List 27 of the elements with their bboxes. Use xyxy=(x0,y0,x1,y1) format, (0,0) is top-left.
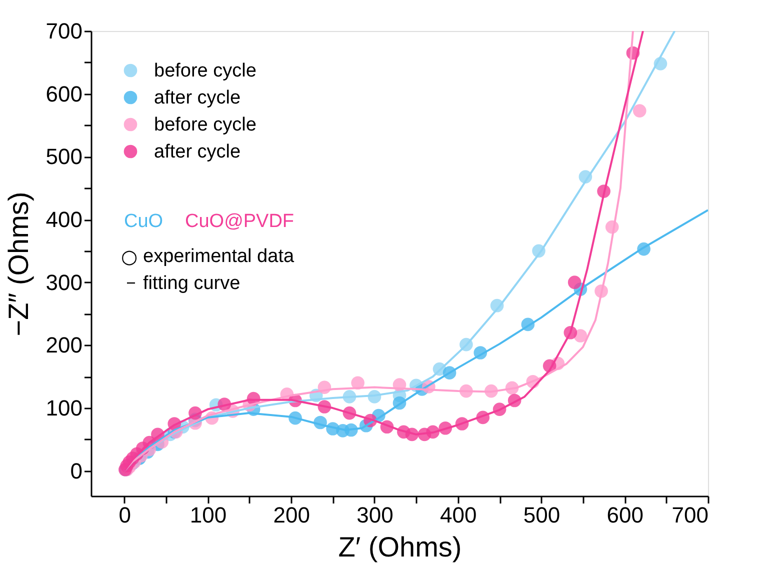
x-tick-label: 600 xyxy=(606,502,644,528)
y-axis-title: −Z″ (Ohms) xyxy=(2,192,34,336)
y-tick-label: 700 xyxy=(46,18,82,44)
legend-label: after cycle xyxy=(154,88,241,108)
y-tick-label: 0 xyxy=(70,458,82,484)
y-tick-label: 400 xyxy=(46,207,82,232)
y-tick-label: 100 xyxy=(46,396,82,421)
x-tick-label: 300 xyxy=(356,502,394,528)
annotation: CuO@PVDF xyxy=(185,211,294,232)
y-tick-label: 600 xyxy=(46,81,82,106)
y-tick-label: 300 xyxy=(46,270,82,295)
y-tick-label: 200 xyxy=(46,332,82,358)
x-tick-label: 200 xyxy=(273,502,310,528)
x-tick-label: 500 xyxy=(523,502,560,528)
y-tick-label: 500 xyxy=(46,144,82,170)
x-tick-label: 100 xyxy=(190,502,227,528)
legend-label: after cycle xyxy=(154,142,241,162)
annotation: CuO xyxy=(124,211,164,232)
x-tick-label: 700 xyxy=(672,502,708,528)
annotation: ○ xyxy=(121,246,138,268)
legend-label: before cycle xyxy=(154,60,256,82)
x-axis-title: Z′ (Ohms) xyxy=(338,532,462,562)
x-tick-label: 0 xyxy=(118,502,131,528)
legend-label: before cycle xyxy=(154,114,256,136)
annotation: fitting curve xyxy=(143,273,240,294)
annotation: experimental data xyxy=(143,246,294,267)
x-tick-label: 400 xyxy=(440,502,477,528)
